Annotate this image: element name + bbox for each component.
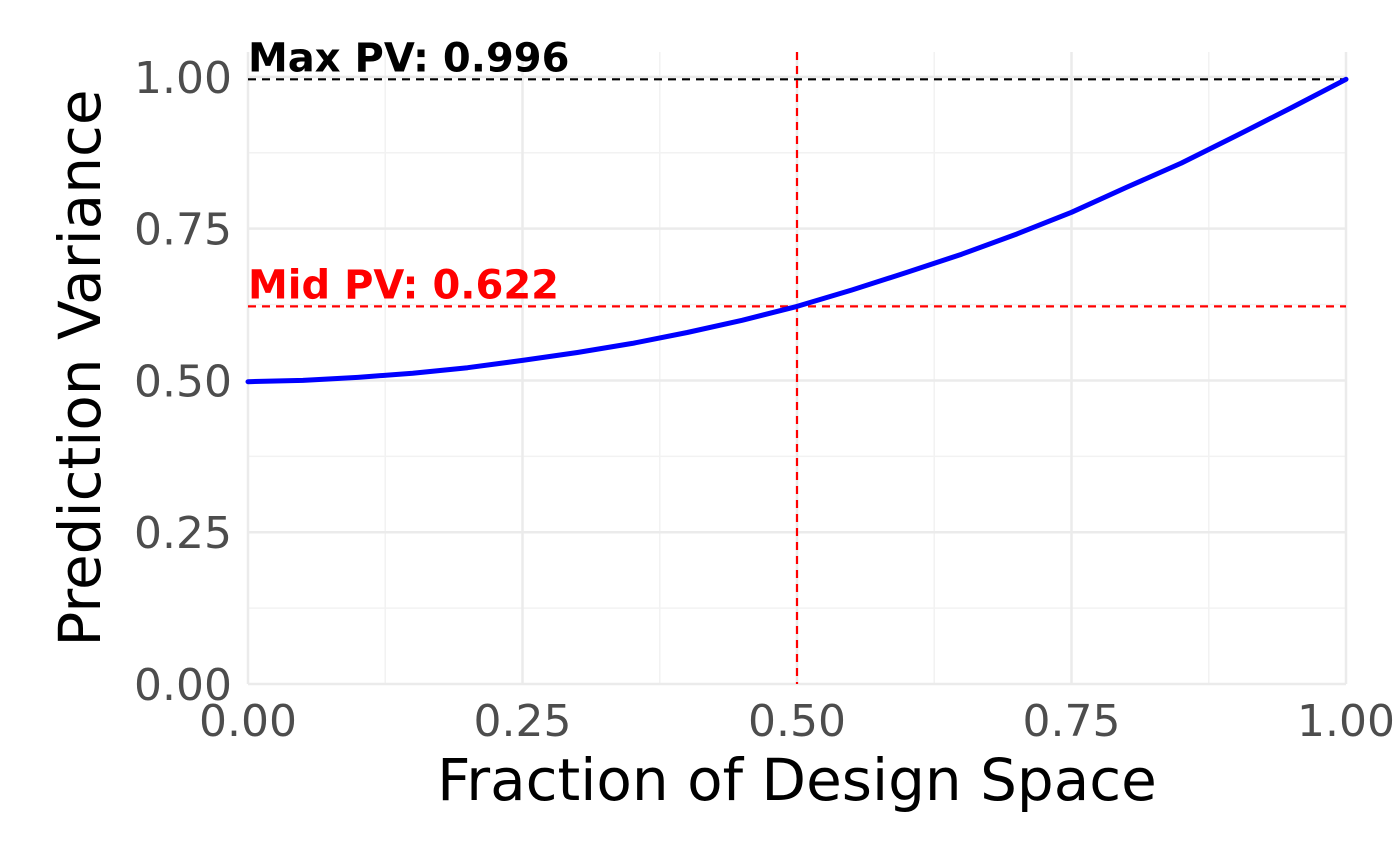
y-axis-title: Prediction Variance: [46, 89, 114, 646]
x-tick-label: 0.00: [199, 696, 297, 747]
y-tick-label: 0.50: [134, 356, 232, 407]
y-tick-label: 0.00: [134, 660, 232, 711]
y-tick-label: 0.25: [134, 508, 232, 559]
y-tick-label: 0.75: [134, 205, 232, 256]
annotation-label: Max PV: 0.996: [248, 35, 569, 81]
x-axis-title: Fraction of Design Space: [437, 746, 1157, 814]
series-layer: [245, 76, 1349, 385]
x-tick-label: 0.50: [748, 696, 846, 747]
x-tick-label: 0.25: [474, 696, 572, 747]
x-tick-label: 0.75: [1023, 696, 1121, 747]
x-tick-labels: 0.00 0.25 0.50 0.75 1.00: [199, 696, 1395, 747]
annotation-label: Mid PV: 0.622: [248, 262, 559, 308]
x-tick-label: 1.00: [1297, 696, 1395, 747]
y-tick-labels: 0.00 0.25 0.50 0.75 1.00: [134, 53, 232, 711]
prediction-variance-line: [245, 76, 1349, 385]
y-tick-label: 1.00: [134, 53, 232, 104]
annotations: Max PV: 0.996 Mid PV: 0.622: [248, 35, 569, 308]
